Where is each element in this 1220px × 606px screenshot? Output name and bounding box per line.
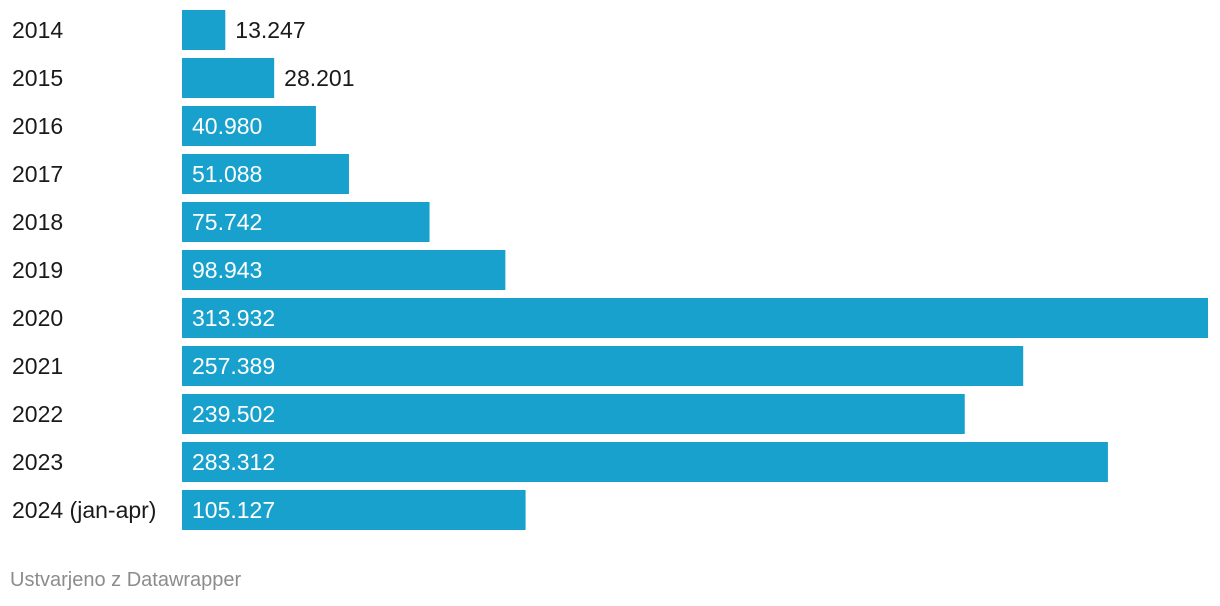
category-label: 2019 [12, 257, 63, 283]
bar [182, 10, 226, 50]
bar [182, 202, 430, 242]
bar [182, 442, 1108, 482]
category-label: 2024 (jan-apr) [12, 497, 156, 523]
category-label: 2016 [12, 113, 63, 139]
bar-chart: 2014 13.247 2015 28.201 2016 40.980 2017 51.088… [12, 10, 1208, 530]
bar [182, 58, 275, 98]
value-label: 51.088 [192, 161, 262, 187]
category-label: 2020 [12, 305, 63, 331]
bar [182, 490, 526, 530]
bar [182, 298, 1208, 338]
bar [182, 250, 506, 290]
value-label: 28.201 [284, 65, 354, 91]
value-label: 313.932 [192, 305, 275, 331]
category-label: 2021 [12, 353, 63, 379]
value-label: 75.742 [192, 209, 262, 235]
category-label: 2022 [12, 401, 63, 427]
bar [182, 346, 1024, 386]
category-label: 2015 [12, 65, 63, 91]
bar [182, 154, 349, 194]
value-label: 98.943 [192, 257, 262, 283]
value-label: 239.502 [192, 401, 275, 427]
category-label: 2023 [12, 449, 63, 475]
value-label: 40.980 [192, 113, 262, 139]
bar [182, 106, 316, 146]
value-label: 13.247 [235, 17, 305, 43]
bar [182, 394, 965, 434]
value-label: 257.389 [192, 353, 275, 379]
value-label: 105.127 [192, 497, 275, 523]
footer-credit: Ustvarjeno z Datawrapper [10, 569, 242, 591]
category-label: 2017 [12, 161, 63, 187]
category-label: 2018 [12, 209, 63, 235]
value-label: 283.312 [192, 449, 275, 475]
category-label: 2014 [12, 17, 63, 43]
